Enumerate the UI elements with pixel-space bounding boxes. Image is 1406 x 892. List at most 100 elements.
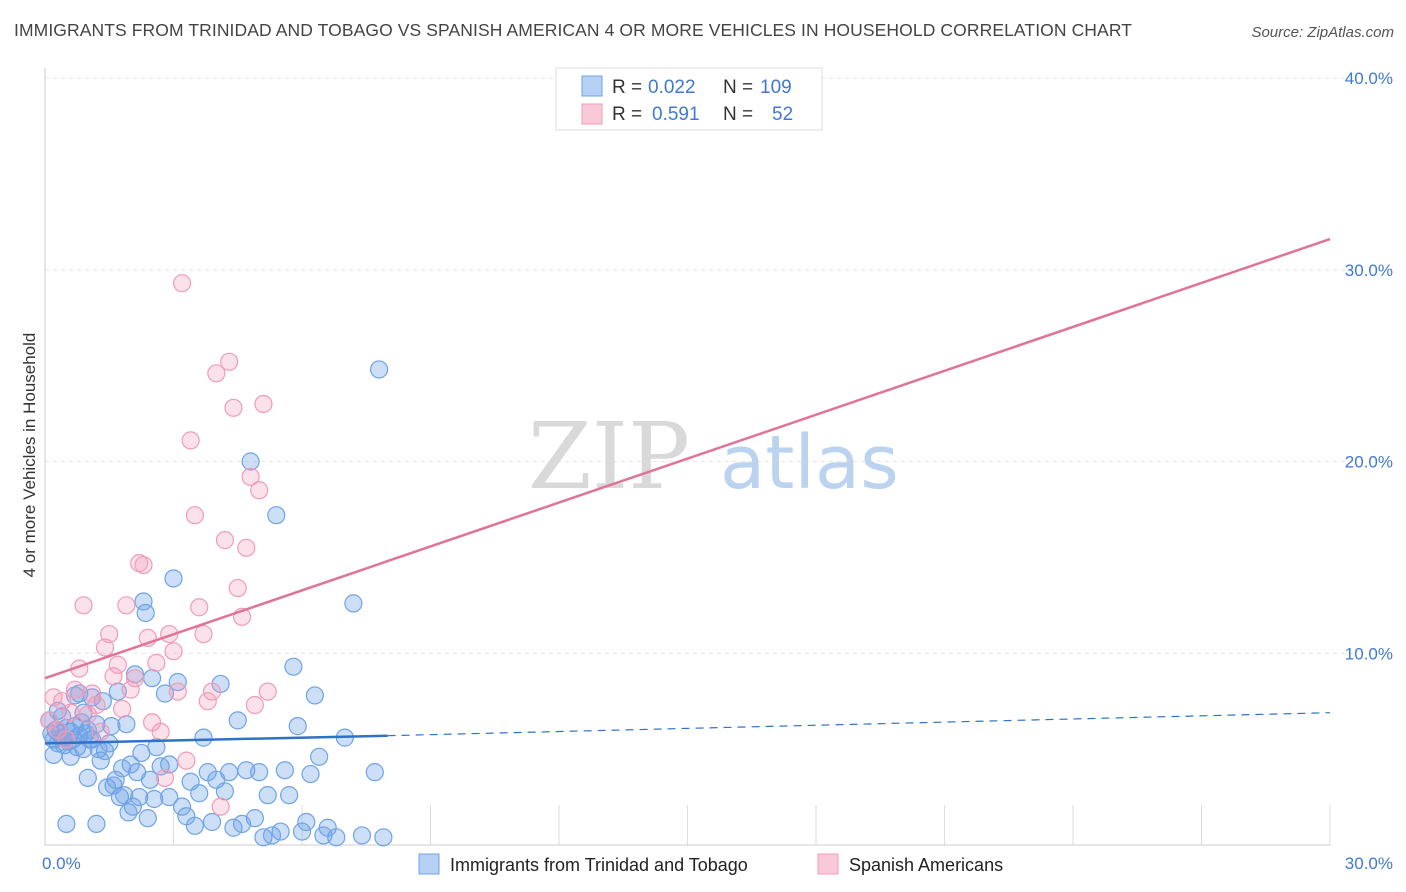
point-blue-74 <box>220 763 239 782</box>
point-blue-63 <box>172 797 192 816</box>
point-blue-84 <box>262 826 282 845</box>
stats-n-label-2: N = <box>723 104 753 125</box>
point-blue-60 <box>160 787 179 807</box>
stats-r-value-1: 0.022 <box>648 77 696 98</box>
point-pink-25 <box>147 653 166 672</box>
point-pink-50 <box>254 394 273 414</box>
trend-line-blue-extension <box>387 712 1331 737</box>
stats-r-label-2: R = <box>612 104 642 125</box>
point-blue-20 <box>44 745 63 764</box>
point-blue-100 <box>344 594 363 613</box>
point-blue-80 <box>245 809 264 828</box>
point-pink-44 <box>228 578 247 598</box>
legend-label-blue: Immigrants from Trinidad and Tobago <box>450 855 748 875</box>
point-pink-41 <box>215 531 234 550</box>
y-tick-labels: 10.0% 20.0% 30.0% 40.0% <box>1345 69 1393 663</box>
point-pink-38 <box>202 682 222 701</box>
point-pink-40 <box>211 797 230 816</box>
point-blue-93 <box>301 764 320 784</box>
point-blue-104 <box>374 828 393 847</box>
legend-swatch-blue <box>418 853 440 875</box>
point-blue-85 <box>267 506 286 525</box>
point-blue-75 <box>224 818 243 837</box>
point-pink-6 <box>65 680 85 699</box>
point-pink-29 <box>164 642 183 661</box>
point-blue-101 <box>352 826 372 845</box>
point-blue-105 <box>57 814 76 834</box>
point-blue-41 <box>112 759 132 778</box>
point-pink-19 <box>121 680 140 699</box>
stats-r-label-1: R = <box>612 77 642 98</box>
point-pink-42 <box>220 352 239 371</box>
point-pink-49 <box>250 481 269 500</box>
point-blue-86 <box>271 822 290 841</box>
point-blue-95 <box>310 747 329 766</box>
point-blue-68 <box>194 728 213 747</box>
trend-line-blue <box>44 734 388 745</box>
point-blue-92 <box>297 812 316 832</box>
point-pink-51 <box>258 682 277 701</box>
point-pink-5 <box>61 703 80 722</box>
trend-line-pink <box>44 237 1331 680</box>
point-blue-83 <box>258 786 277 805</box>
point-blue-43 <box>117 715 136 734</box>
point-blue-94 <box>305 686 324 705</box>
point-pink-16 <box>108 655 127 674</box>
stats-r-value-2: 0.591 <box>652 104 700 125</box>
point-pink-1 <box>44 688 63 707</box>
source-label: Source: ZipAtlas.com <box>1251 24 1394 41</box>
point-blue-108 <box>160 755 179 774</box>
stats-swatch-blue <box>581 75 603 97</box>
point-blue-56 <box>145 789 164 809</box>
stats-n-value-1: 109 <box>760 77 792 98</box>
point-pink-8 <box>74 596 93 615</box>
point-blue-102 <box>365 763 384 782</box>
point-blue-36 <box>102 717 121 736</box>
series-trinidad-tobago <box>40 360 393 847</box>
point-pink-17 <box>112 699 132 718</box>
y-tick-label-1: 20.0% <box>1345 453 1393 472</box>
stats-n-value-2: 52 <box>772 104 793 125</box>
x-tick-label-1: 30.0% <box>1345 854 1393 873</box>
point-blue-49 <box>130 787 149 807</box>
point-pink-43 <box>224 398 243 417</box>
point-pink-33 <box>181 431 200 450</box>
point-blue-87 <box>275 761 294 780</box>
point-pink-32 <box>177 751 196 770</box>
point-pink-15 <box>104 667 123 686</box>
y-axis-label: 4 or more Vehicles in Household <box>20 333 39 578</box>
watermark-atlas: atlas <box>720 420 899 506</box>
stats-box: R = 0.022 N = 109 R = 0.591 N = 52 <box>555 67 823 131</box>
point-pink-31 <box>172 274 192 293</box>
point-blue-61 <box>164 569 183 588</box>
point-pink-47 <box>241 467 260 486</box>
legend-label-pink: Spanish Americans <box>849 855 1003 875</box>
point-pink-10 <box>83 684 102 703</box>
point-pink-46 <box>237 538 256 557</box>
point-blue-27 <box>78 768 97 787</box>
point-blue-103 <box>370 360 389 379</box>
point-pink-26 <box>151 722 170 741</box>
point-blue-31 <box>91 751 110 770</box>
stats-n-label-1: N = <box>723 77 753 98</box>
x-tick-labels: 0.0% 30.0% <box>42 854 1393 873</box>
point-blue-70 <box>202 812 222 832</box>
point-pink-36 <box>194 624 213 644</box>
chart-title: IMMIGRANTS FROM TRINIDAD AND TOBAGO VS S… <box>14 20 1133 40</box>
point-blue-38 <box>106 770 125 789</box>
point-blue-67 <box>190 784 209 803</box>
point-pink-27 <box>155 768 175 787</box>
x-tick-label-0: 0.0% <box>42 854 81 873</box>
point-blue-89 <box>284 657 303 676</box>
point-pink-4 <box>57 730 76 749</box>
point-blue-91 <box>292 822 312 841</box>
point-blue-51 <box>134 592 153 611</box>
gridlines <box>45 77 1355 845</box>
point-pink-18 <box>117 596 136 615</box>
point-pink-37 <box>198 692 217 711</box>
y-tick-label-3: 40.0% <box>1345 69 1393 88</box>
point-pink-22 <box>134 555 153 575</box>
point-blue-88 <box>280 786 299 805</box>
point-blue-62 <box>168 672 187 692</box>
